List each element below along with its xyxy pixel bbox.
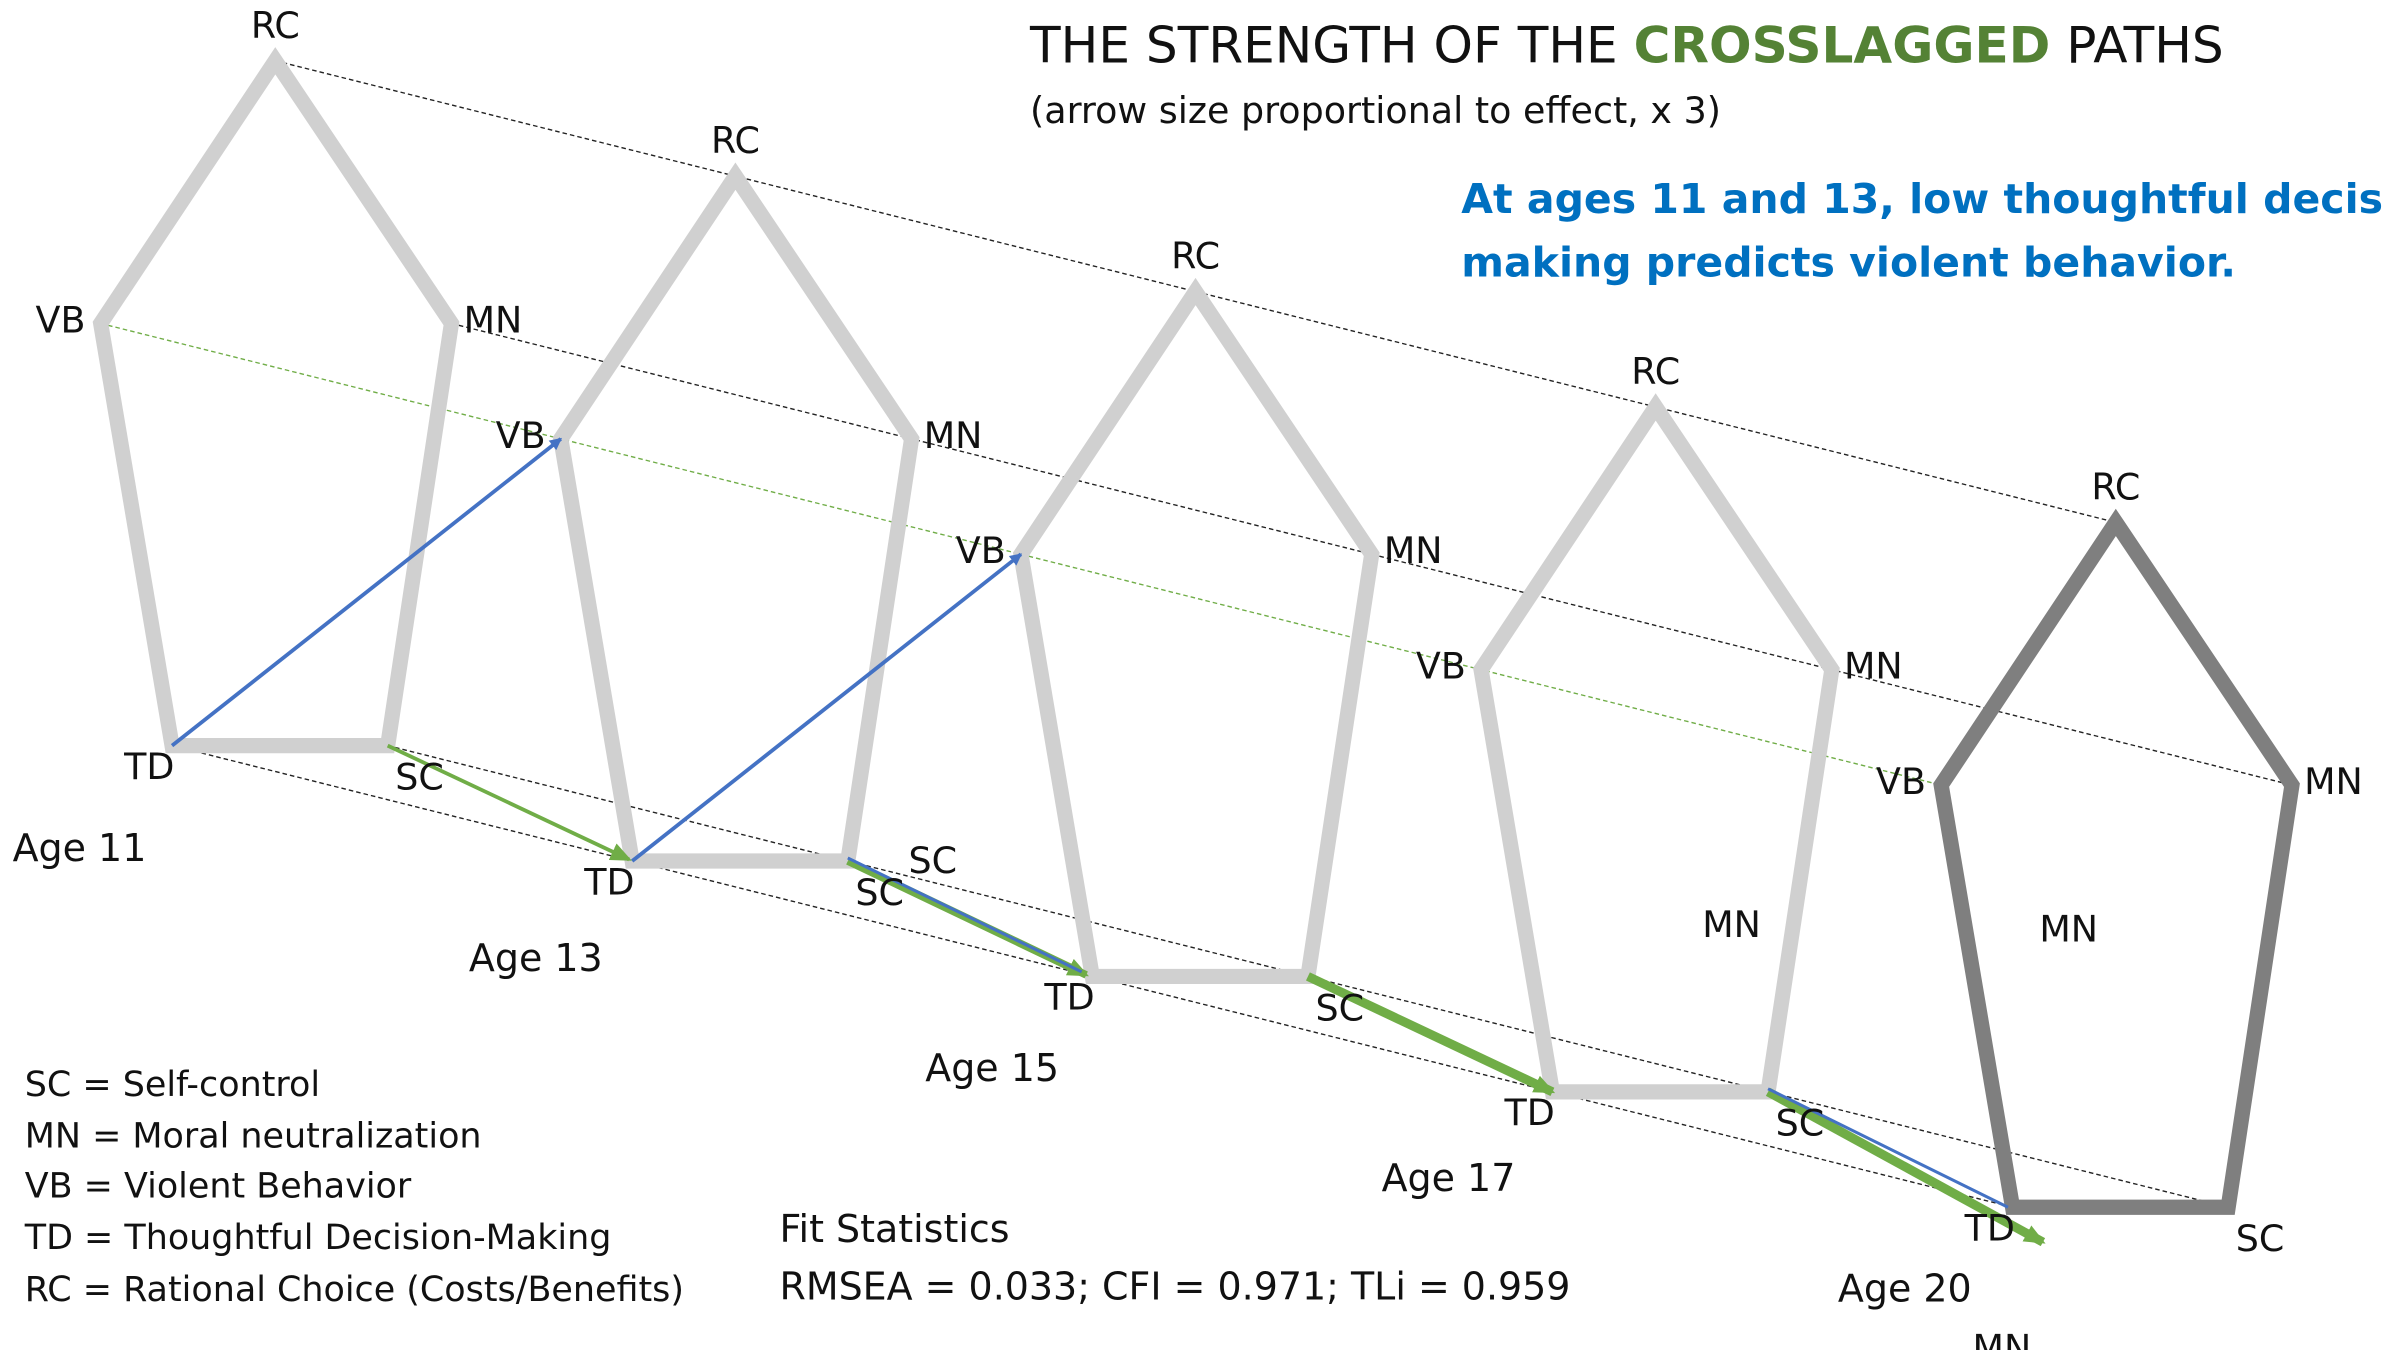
finding: making predicts violent behavior. [1461, 239, 2236, 287]
vertex-label: VB [1876, 760, 1926, 803]
vertex-label: MN [1702, 903, 1761, 946]
pentagon [552, 162, 920, 869]
vertex-label: TD [123, 745, 174, 788]
age-label: Age 20 [1838, 1266, 1972, 1310]
age-label: Age 17 [1382, 1156, 1516, 1200]
subtitle: (arrow size proportional to effect, x 3) [1030, 89, 1721, 132]
arrow [1765, 1087, 2046, 1247]
connector [171, 744, 2013, 1208]
fit-text: RMSEA = 0.033; CFI = 0.971; TLi = 0.959 [779, 1265, 1570, 1309]
vertex-label: VB [956, 529, 1006, 572]
vertex-label: TD [1043, 976, 1094, 1019]
vertex-label: SC [909, 839, 958, 882]
vertex-label: VB [1416, 645, 1466, 688]
age-label: Age 11 [13, 826, 147, 870]
vertex-label: MN [924, 414, 983, 457]
arrow [630, 552, 1023, 863]
vertex-label: RC [711, 119, 760, 162]
legend-item: VB = Violent Behavior [25, 1167, 412, 1207]
vertex-label: SC [855, 871, 904, 914]
legend-item: SC = Self-control [25, 1065, 320, 1105]
title: THE STRENGTH OF THE CROSSLAGGED PATHS [1029, 15, 2224, 74]
finding: At ages 11 and 13, low thoughtful decisi… [1461, 175, 2382, 223]
vertex-label: MN [464, 298, 523, 341]
vertex-label: TD [583, 860, 634, 903]
vertex-label: TD [1964, 1207, 2015, 1250]
vertex-label: RC [251, 4, 300, 47]
vertex-label: SC [395, 756, 444, 799]
legend-item: RC = Rational Choice (Costs/Benefits) [25, 1270, 684, 1310]
vertex-label: MN [2304, 760, 2363, 803]
age-label: Age 15 [925, 1046, 1059, 1090]
pentagon [1933, 508, 2300, 1215]
vertex-label: RC [1171, 235, 1220, 278]
connector [100, 322, 1942, 786]
arrow [386, 743, 632, 862]
vertex-label: VB [496, 414, 546, 457]
pentagon [92, 47, 460, 754]
pentagons [92, 47, 2300, 1215]
fit-title: Fit Statistics [779, 1207, 1009, 1251]
connector [387, 744, 2229, 1208]
arrow [170, 437, 562, 748]
vertex-label: MN [2039, 907, 2098, 950]
legend-item: TD = Thoughtful Decision-Making [24, 1218, 612, 1258]
arrow [847, 856, 1083, 974]
vertex-label: TD [1503, 1091, 1554, 1134]
pentagon [1473, 393, 1840, 1100]
vertex-label: SC [1316, 986, 1365, 1029]
vertex-label: MN [1384, 529, 1443, 572]
vertex-label: RC [1631, 350, 1680, 393]
vertex-label: VB [36, 298, 86, 341]
vertex-label: MN [1973, 1327, 2032, 1350]
arrow [1767, 1087, 2009, 1209]
arrow [1305, 972, 1556, 1096]
arrows [170, 437, 2046, 1247]
vertex-label: SC [2236, 1217, 2285, 1260]
legend-item: MN = Moral neutralization [25, 1116, 482, 1156]
vertex-label: RC [2091, 465, 2140, 508]
vertex-label: MN [1844, 645, 1903, 688]
vertex-label: SC [1776, 1102, 1825, 1145]
age-label: Age 13 [469, 936, 603, 980]
pentagon [1012, 277, 1380, 985]
connectors [100, 60, 2293, 1208]
connector [275, 60, 2116, 524]
